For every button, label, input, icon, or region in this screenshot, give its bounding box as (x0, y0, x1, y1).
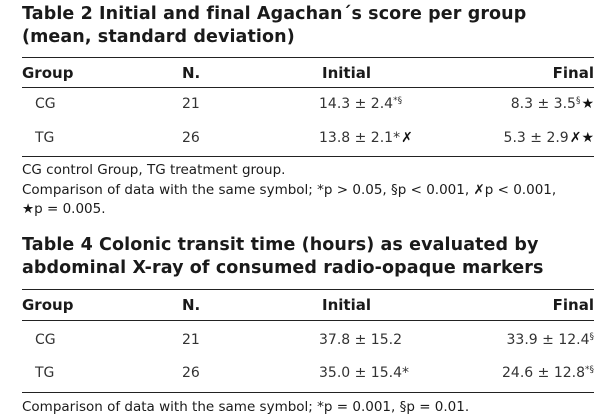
table-2-footnote-symbols: Comparison of data with the same symbol;… (22, 182, 557, 198)
significance-asterisk: * (393, 130, 401, 146)
cell-n: 26 (182, 130, 200, 146)
table-2-top-rule (22, 57, 594, 58)
column-header-n: N. (182, 296, 201, 314)
significance-superscript: *§ (393, 96, 403, 106)
table-row: TG 26 13.8 ± 2.1*✗ 5.3 ± 2.9✗★ (22, 126, 594, 150)
cell-group: CG (35, 96, 56, 112)
cell-n: 21 (182, 332, 200, 348)
cell-final-value: 33.9 ± 12.4 (506, 332, 590, 348)
cell-final-value: 24.6 ± 12.8 (502, 365, 585, 381)
table-2-footnote-star: ★p = 0.005. (22, 201, 106, 217)
cell-group: TG (35, 130, 55, 146)
table-row: CG 21 37.8 ± 15.2 33.9 ± 12.4§ (22, 328, 594, 352)
table-2-header-rule (22, 87, 594, 88)
significance-superscript: § (575, 96, 581, 106)
cell-initial: 37.8 ± 15.2 (319, 332, 402, 348)
table-4-header-row: Group N. Initial Final (22, 294, 594, 316)
cell-initial: 14.3 ± 2.4*§ (319, 92, 402, 116)
table-2-title: Table 2 Initial and final Agachan´s scor… (22, 4, 527, 47)
table-2-footnote-abbreviations: CG control Group, TG treatment group. (22, 162, 286, 178)
cross-symbol-icon: ✗ (401, 130, 413, 146)
significance-superscript: *§ (585, 365, 594, 375)
star-symbol-icon: ★ (581, 96, 594, 112)
cell-initial: 13.8 ± 2.1*✗ (319, 126, 413, 150)
significance-superscript: § (589, 332, 595, 342)
cell-initial-value: 13.8 ± 2.1 (319, 130, 394, 146)
cell-final: 33.9 ± 12.4§ (507, 328, 594, 352)
cell-final-value: 8.3 ± 3.5 (510, 96, 576, 112)
table-2-header-row: Group N. Initial Final (22, 62, 594, 84)
column-header-final: Final (552, 64, 594, 82)
table-4-bottom-rule (22, 392, 594, 393)
cell-n: 26 (182, 365, 200, 381)
cell-initial-value: 35.0 ± 15.4 (319, 365, 402, 381)
table-row: CG 21 14.3 ± 2.4*§ 8.3 ± 3.5§★ (22, 92, 594, 116)
table-4-title: Table 4 Colonic transit time (hours) as … (22, 235, 544, 278)
cross-star-symbol-icon: ✗★ (569, 130, 594, 146)
cell-n: 21 (182, 96, 200, 112)
column-header-group: Group (22, 64, 74, 82)
table-4-header-rule (22, 320, 594, 321)
column-header-initial: Initial (322, 296, 371, 314)
column-header-n: N. (182, 64, 201, 82)
table-4-footnote-symbols: Comparison of data with the same symbol;… (22, 399, 470, 415)
table-2-bottom-rule (22, 156, 594, 157)
cell-initial: 35.0 ± 15.4* (319, 361, 409, 385)
table-4-top-rule (22, 289, 594, 290)
cell-final: 5.3 ± 2.9✗★ (504, 126, 594, 150)
column-header-initial: Initial (322, 64, 371, 82)
cell-final: 8.3 ± 3.5§★ (511, 92, 594, 116)
column-header-group: Group (22, 296, 74, 314)
cell-final: 24.6 ± 12.8*§ (502, 361, 594, 385)
cell-group: TG (35, 365, 55, 381)
cell-group: CG (35, 332, 56, 348)
cell-final-value: 5.3 ± 2.9 (503, 130, 569, 146)
column-header-final: Final (552, 296, 594, 314)
significance-asterisk: * (401, 365, 409, 381)
cell-initial-value: 14.3 ± 2.4 (319, 96, 394, 112)
table-row: TG 26 35.0 ± 15.4* 24.6 ± 12.8*§ (22, 361, 594, 385)
